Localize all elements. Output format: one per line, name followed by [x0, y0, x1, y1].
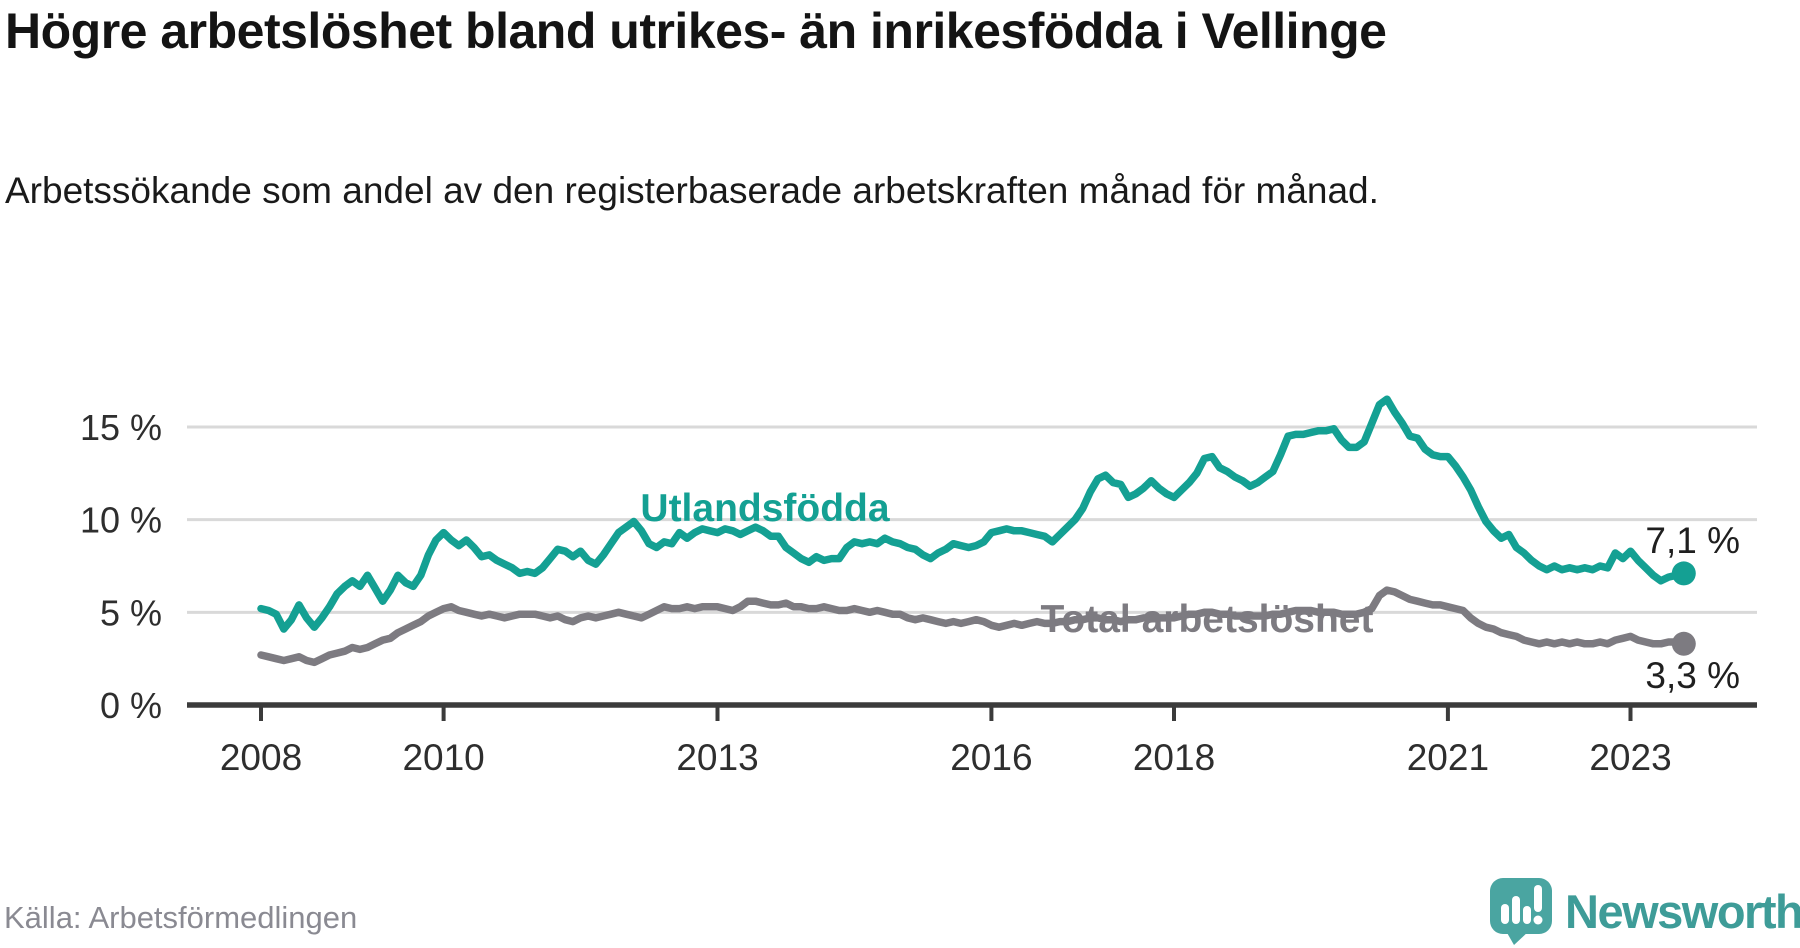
end-value-utlandsfodda: 7,1 % — [1645, 520, 1740, 561]
y-tick-label: 0 % — [100, 685, 162, 726]
newsworthy-logo: Newsworthy — [1489, 877, 1800, 946]
source-note: Källa: Arbetsförmedlingen — [4, 900, 358, 935]
logo-exclamation-bar — [1534, 885, 1542, 912]
y-gridlines — [187, 425, 1757, 614]
x-tick-label: 2021 — [1407, 737, 1489, 778]
x-tick-label: 2023 — [1589, 737, 1671, 778]
newsworthy-logo-icon — [1490, 878, 1552, 945]
series-line-utlandsfodda — [257, 395, 1688, 633]
y-axis-labels: 0 % 5 % 10 % 15 % — [80, 407, 162, 726]
logo-exclamation-dot — [1533, 915, 1543, 925]
end-dot-utlandsfodda — [1671, 561, 1696, 586]
y-tick-label: 5 % — [100, 592, 162, 633]
x-tick-label: 2016 — [950, 737, 1032, 778]
x-tick-label: 2010 — [402, 737, 484, 778]
x-tick-label: 2013 — [676, 737, 758, 778]
y-tick-label: 10 % — [80, 500, 162, 541]
page-title: Högre arbetslöshet bland utrikes- än inr… — [5, 3, 1387, 59]
logo-bar-1 — [1501, 904, 1509, 924]
logo-bar-2 — [1512, 896, 1520, 924]
newsworthy-logo-text: Newsworthy — [1565, 885, 1800, 938]
logo-bar-3 — [1523, 906, 1531, 924]
x-tick-label: 2018 — [1133, 737, 1215, 778]
end-dot-total — [1671, 631, 1696, 656]
x-axis-ticks: 2008 2010 2013 2016 2018 2021 2023 — [220, 705, 1672, 778]
series-label-total: Total arbetslöshet — [1040, 598, 1373, 641]
chart-subtitle: Arbetssökande som andel av den registerb… — [5, 170, 1379, 211]
x-tick-label: 2008 — [220, 737, 302, 778]
end-value-total: 3,3 % — [1645, 655, 1740, 696]
series-line-total — [257, 586, 1688, 667]
series-label-utlandsfodda: Utlandsfödda — [640, 487, 889, 530]
y-tick-label: 15 % — [80, 407, 162, 448]
